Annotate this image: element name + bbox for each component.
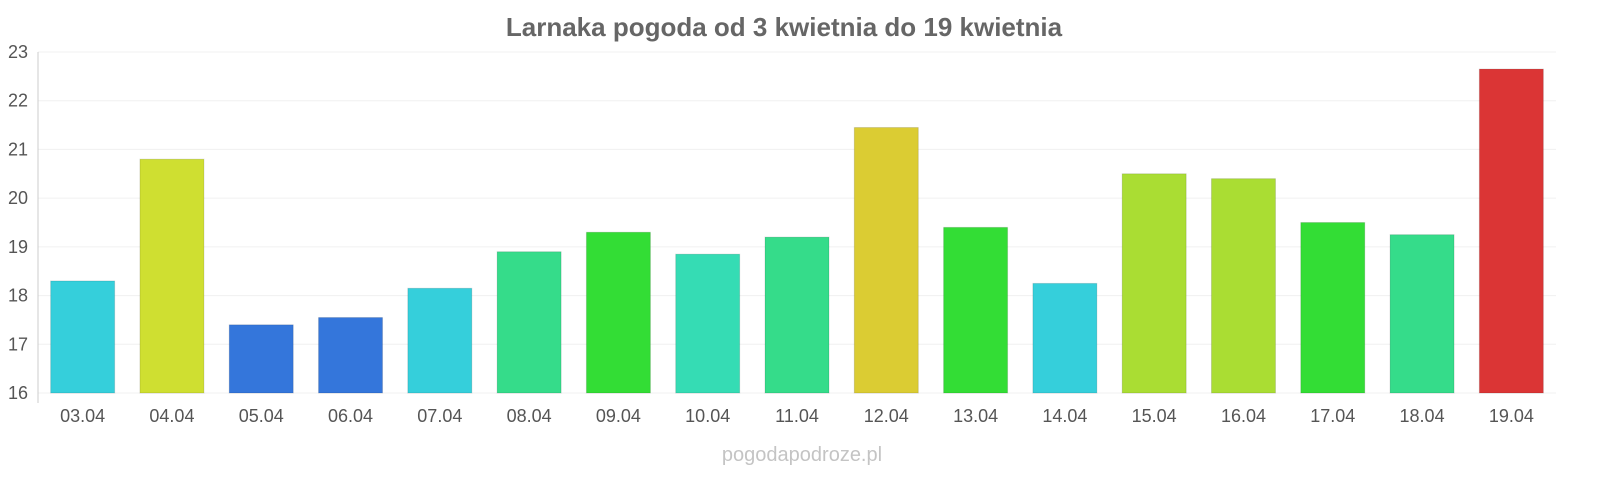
bar-07.04[interactable]	[407, 287, 473, 394]
bar-09.04[interactable]	[585, 231, 651, 394]
x-tick-label: 07.04	[417, 406, 462, 426]
y-tick-label: 21	[8, 139, 28, 159]
bar-17.04[interactable]	[1300, 222, 1366, 394]
chart-title: Larnaka pogoda od 3 kwietnia do 19 kwiet…	[506, 12, 1063, 42]
x-tick-label: 03.04	[60, 406, 105, 426]
x-tick-label: 08.04	[507, 406, 552, 426]
x-tick-label: 10.04	[685, 406, 730, 426]
x-tick-label: 05.04	[239, 406, 284, 426]
bar-19.04[interactable]	[1478, 68, 1544, 394]
bar-08.04[interactable]	[496, 251, 562, 394]
y-tick-label: 16	[8, 383, 28, 403]
bar-11.04[interactable]	[764, 236, 830, 394]
bar-18.04[interactable]	[1389, 234, 1455, 394]
x-tick-label: 13.04	[953, 406, 998, 426]
y-tick-label: 22	[8, 91, 28, 111]
bar-13.04[interactable]	[943, 226, 1009, 394]
y-tick-label: 23	[8, 42, 28, 62]
x-tick-label: 17.04	[1310, 406, 1355, 426]
bar-10.04[interactable]	[675, 253, 741, 394]
y-tick-label: 18	[8, 286, 28, 306]
bar-16.04[interactable]	[1210, 178, 1276, 394]
x-tick-label: 11.04	[775, 406, 819, 426]
bar-14.04[interactable]	[1032, 282, 1098, 394]
y-tick-label: 20	[8, 188, 28, 208]
bar-15.04[interactable]	[1121, 173, 1187, 394]
y-tick-label: 19	[8, 237, 28, 257]
bar-04.04[interactable]	[139, 158, 205, 394]
x-tick-label: 06.04	[328, 406, 373, 426]
x-tick-label: 14.04	[1042, 406, 1087, 426]
x-tick-label: 09.04	[596, 406, 641, 426]
bar-03.04[interactable]	[50, 280, 116, 394]
bar-05.04[interactable]	[228, 324, 294, 394]
x-tick-label: 16.04	[1221, 406, 1266, 426]
x-tick-label: 19.04	[1489, 406, 1534, 426]
x-tick-label: 12.04	[864, 406, 909, 426]
x-tick-label: 15.04	[1132, 406, 1177, 426]
bar-12.04[interactable]	[853, 127, 919, 394]
y-tick-label: 17	[8, 334, 28, 354]
bar-06.04[interactable]	[318, 316, 384, 394]
footer-watermark: pogodapodroze.pl	[722, 444, 882, 466]
x-tick-label: 04.04	[149, 406, 194, 426]
x-tick-label: 18.04	[1400, 406, 1445, 426]
